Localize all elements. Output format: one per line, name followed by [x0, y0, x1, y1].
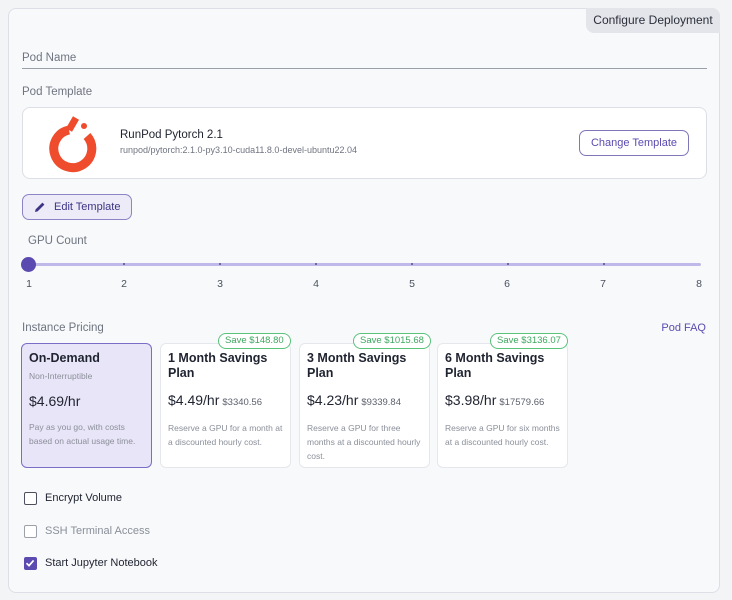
pytorch-logo-icon	[49, 116, 97, 173]
total-price: $17579.66	[499, 397, 545, 408]
gpu-count-label: GPU Count	[28, 235, 87, 247]
pricing-price: $4.23/hr $9339.84	[307, 392, 401, 408]
pricing-option-3-month[interactable]: 3 Month Savings Plan $4.23/hr $9339.84 Re…	[299, 343, 430, 468]
gpu-tick-label: 4	[313, 278, 319, 290]
hourly-price: $4.49/hr	[168, 392, 220, 408]
pricing-description: Pay as you go, with costs based on actua…	[29, 422, 136, 446]
savings-badge: Save $148.80	[218, 333, 291, 349]
hourly-price: $3.98/hr	[445, 392, 497, 408]
gpu-tick-label: 1	[26, 278, 32, 290]
pricing-description: Reserve a GPU for six months at a discou…	[445, 423, 560, 447]
pricing-option-on-demand[interactable]: On-Demand Non-Interruptible $4.69/hr Pay…	[21, 343, 152, 468]
gpu-tick-label: 2	[121, 278, 127, 290]
template-name: RunPod Pytorch 2.1	[120, 129, 223, 141]
encrypt-volume-checkbox[interactable]	[24, 492, 37, 505]
slider-tick	[219, 263, 221, 265]
pod-faq-link[interactable]: Pod FAQ	[661, 322, 706, 334]
pricing-option-1-month[interactable]: 1 Month Savings Plan $4.49/hr $3340.56 Re…	[160, 343, 291, 468]
slider-tick	[123, 263, 125, 265]
pricing-title: 6 Month Savings Plan	[445, 351, 545, 380]
edit-template-label: Edit Template	[54, 201, 121, 213]
pencil-icon	[35, 202, 45, 212]
hourly-price: $4.69/hr	[29, 393, 81, 409]
savings-badge: Save $1015.68	[353, 333, 431, 349]
gpu-tick-label: 7	[600, 278, 606, 290]
pricing-price: $3.98/hr $17579.66	[445, 392, 544, 408]
gpu-tick-label: 8	[696, 278, 702, 290]
pod-name-input[interactable]	[22, 68, 707, 69]
edit-template-button[interactable]: Edit Template	[22, 194, 132, 220]
gpu-tick-label: 3	[217, 278, 223, 290]
pod-template-label: Pod Template	[22, 86, 93, 98]
slider-tick	[411, 263, 413, 265]
template-image: runpod/pytorch:2.1.0-py3.10-cuda11.8.0-d…	[120, 145, 358, 155]
deployment-panel: Configure Deployment Pod Name Pod Templa…	[8, 8, 720, 593]
hourly-price: $4.23/hr	[307, 392, 359, 408]
configure-deployment-tab[interactable]: Configure Deployment	[586, 8, 720, 33]
gpu-count-slider-track[interactable]	[28, 263, 701, 266]
savings-badge: Save $3136.07	[490, 333, 568, 349]
pricing-price: $4.69/hr	[29, 393, 80, 409]
gpu-tick-label: 6	[504, 278, 510, 290]
slider-tick	[315, 263, 317, 265]
pricing-title: 1 Month Savings Plan	[168, 351, 268, 380]
pricing-subtitle: Non-Interruptible	[29, 371, 93, 381]
gpu-tick-label: 5	[409, 278, 415, 290]
gpu-count-slider-handle[interactable]	[21, 257, 36, 272]
pricing-option-6-month[interactable]: 6 Month Savings Plan $3.98/hr $17579.66 R…	[437, 343, 568, 468]
pricing-title: 3 Month Savings Plan	[307, 351, 407, 380]
ssh-access-label: SSH Terminal Access	[45, 525, 150, 537]
ssh-access-checkbox[interactable]	[24, 525, 37, 538]
slider-tick	[603, 263, 605, 265]
total-price: $3340.56	[222, 397, 262, 408]
slider-tick	[507, 263, 509, 265]
jupyter-label: Start Jupyter Notebook	[45, 557, 158, 569]
jupyter-checkbox[interactable]	[24, 557, 37, 570]
template-card: RunPod Pytorch 2.1 runpod/pytorch:2.1.0-…	[22, 107, 707, 179]
encrypt-volume-label: Encrypt Volume	[45, 492, 123, 504]
total-price: $9339.84	[361, 397, 401, 408]
pod-name-label: Pod Name	[22, 52, 77, 64]
pricing-description: Reserve a GPU for a month at a discounte…	[168, 423, 283, 447]
pricing-title: On-Demand	[29, 351, 100, 365]
pricing-price: $4.49/hr $3340.56	[168, 392, 262, 408]
change-template-button[interactable]: Change Template	[579, 130, 689, 156]
pricing-description: Reserve a GPU for three months at a disc…	[307, 423, 421, 461]
checkmark-icon	[25, 559, 35, 567]
instance-pricing-label: Instance Pricing	[22, 322, 104, 334]
